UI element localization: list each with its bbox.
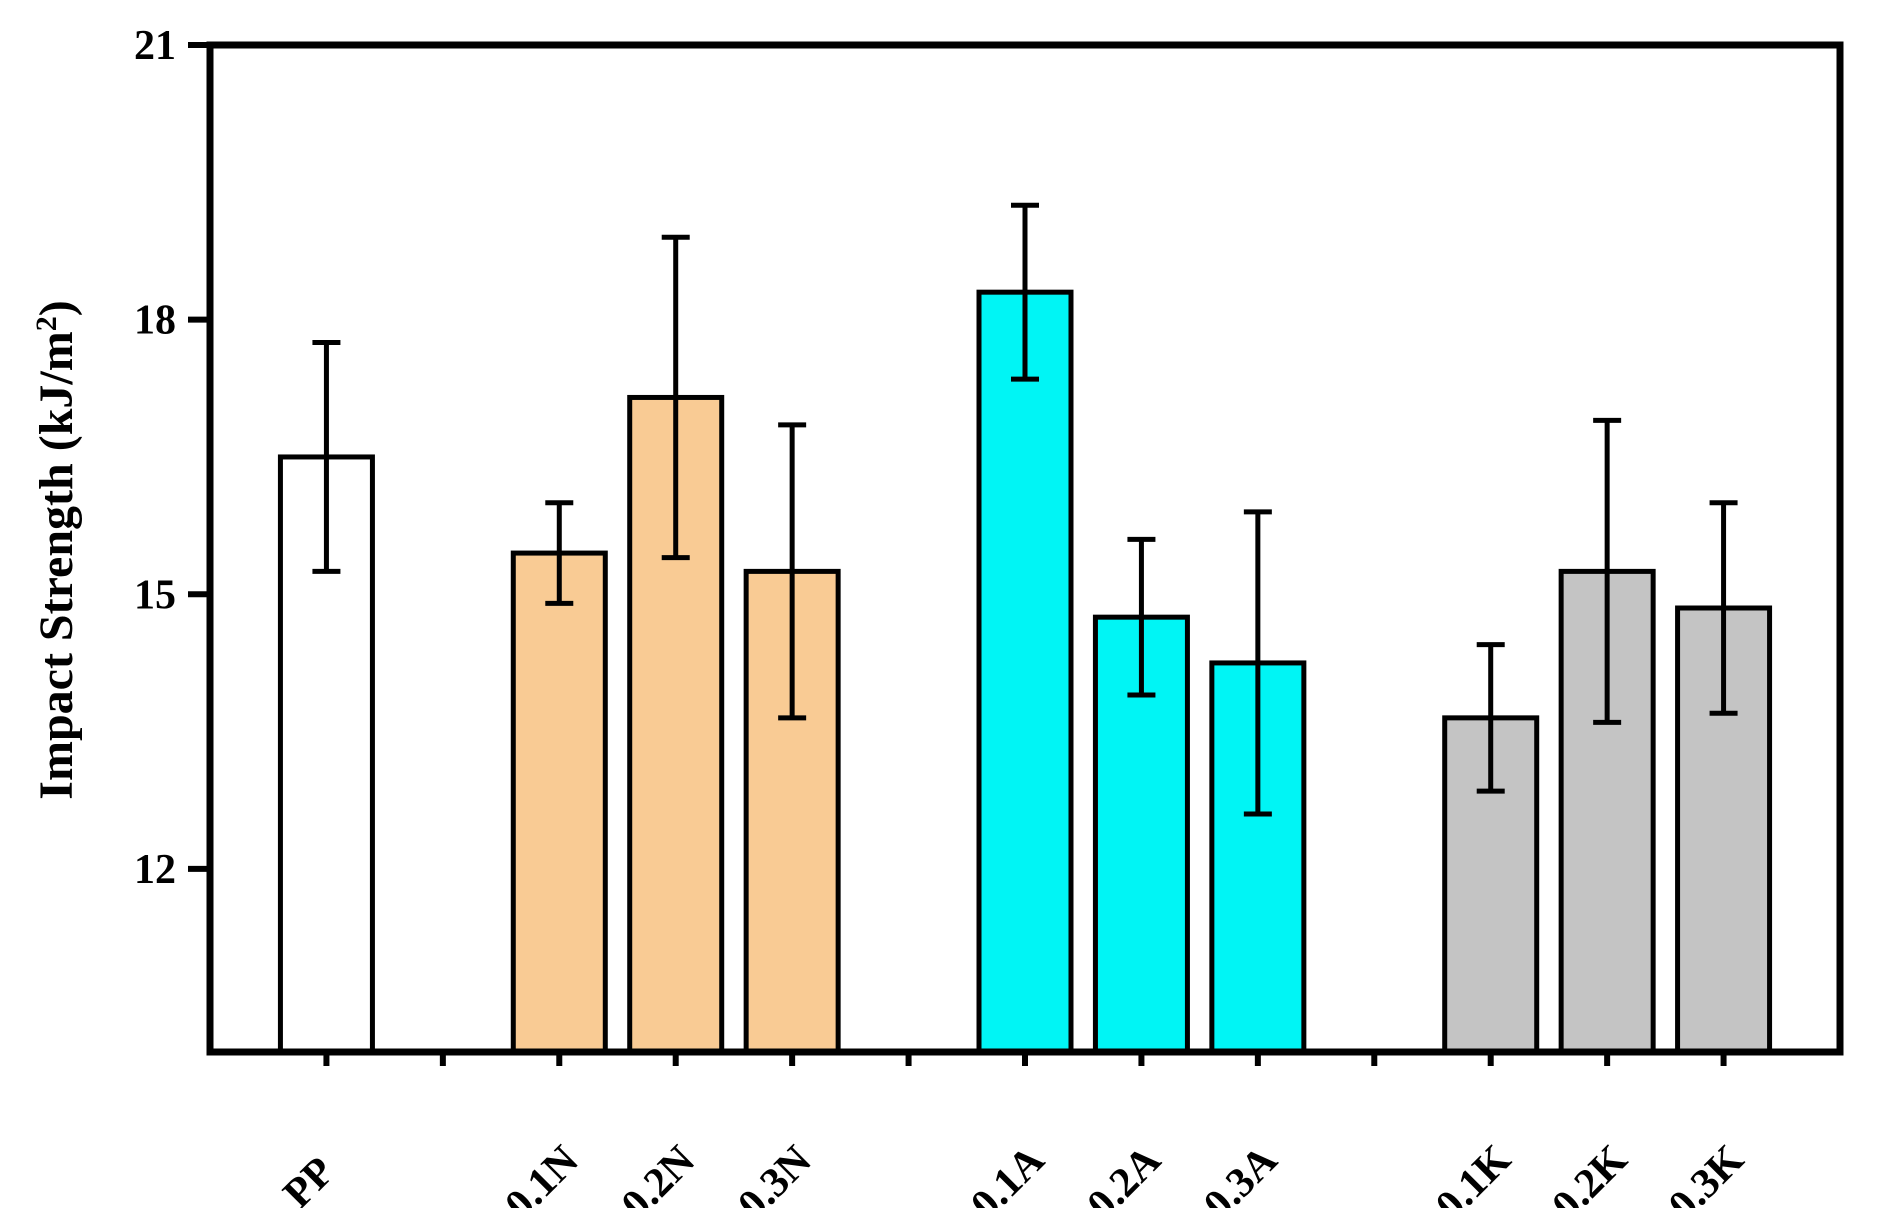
bars-group [277, 289, 1773, 1055]
x-tick-label-0.2K: 0.2K [1544, 1136, 1637, 1208]
error-bar-0.2N [661, 234, 690, 561]
error-bar-0.2K [1593, 417, 1622, 725]
error-bar-0.1N [545, 500, 574, 606]
y-tick-label-18: 18 [134, 298, 176, 344]
x-tick-label-0.3A: 0.3A [1195, 1137, 1287, 1208]
y-tick-label-12: 12 [134, 847, 176, 893]
error-bar-0.3A [1243, 509, 1272, 817]
x-axis-ticks: PP 0.1N 0.2N 0.3N 0.1A 0.2A 0.3A 0.1K 0.2K 0.3K [275, 1052, 1753, 1208]
x-tick-label-0.2A: 0.2A [1079, 1137, 1171, 1208]
y-axis-title: Impact Strength (kJ/m2) [30, 300, 84, 799]
error-bar-0.1A [1011, 202, 1039, 382]
bar-0.2A [1092, 614, 1190, 1055]
bar-0.1A [976, 289, 1074, 1055]
x-tick-label-0.3K: 0.3K [1660, 1136, 1753, 1208]
bar-0.1N [510, 550, 608, 1055]
x-tick-label-0.3N: 0.3N [729, 1137, 820, 1208]
error-bar-PP [312, 340, 341, 574]
error-bar-0.3N [778, 422, 807, 721]
y-axis-ticks: 12 15 18 21 [134, 23, 210, 893]
error-bar-0.1K [1476, 642, 1505, 794]
error-bar-0.2A [1127, 536, 1156, 698]
error-bars-group [312, 202, 1738, 817]
x-tick-label-0.1K: 0.1K [1427, 1136, 1520, 1208]
y-tick-label-15: 15 [134, 572, 176, 618]
y-tick-label-21: 21 [134, 23, 176, 69]
x-tick-label-PP: PP [275, 1148, 344, 1208]
x-tick-label-0.2N: 0.2N [613, 1137, 704, 1208]
x-tick-label-0.1N: 0.1N [497, 1137, 588, 1208]
x-tick-label-0.1A: 0.1A [962, 1137, 1054, 1208]
error-bar-0.3K [1709, 500, 1738, 716]
